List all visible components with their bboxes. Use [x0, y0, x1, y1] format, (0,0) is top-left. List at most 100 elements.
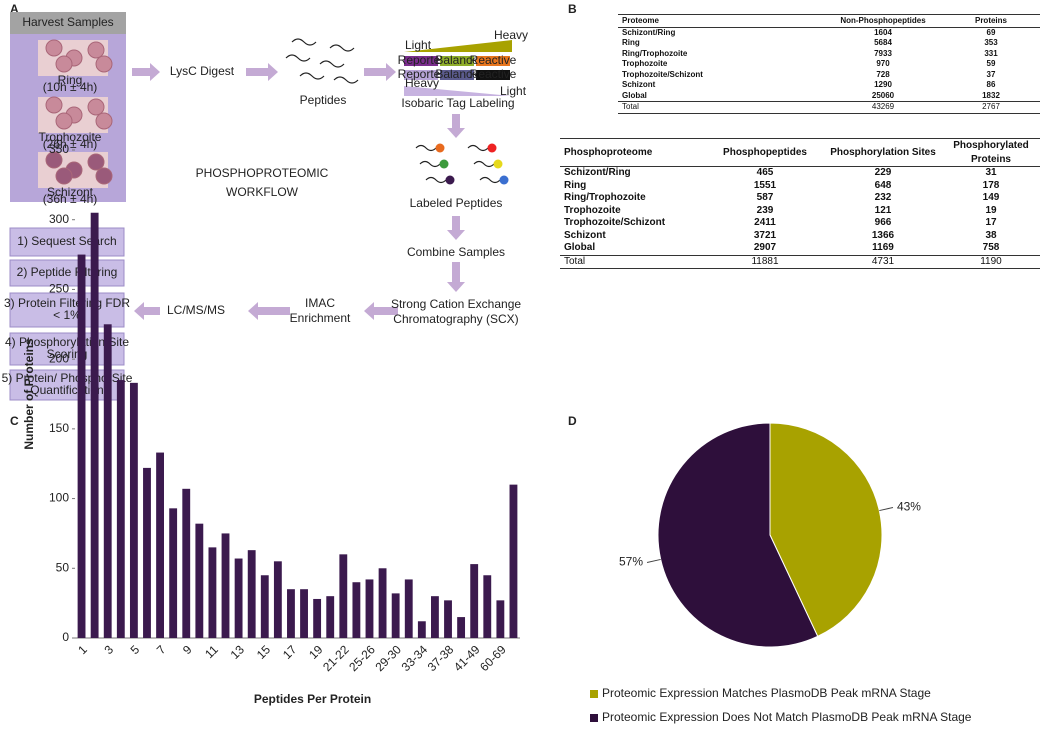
bar: [195, 523, 204, 638]
bar: [509, 484, 518, 638]
cell: [95, 112, 113, 130]
tag-segment: [476, 70, 510, 80]
y-tick-label: 350: [49, 142, 69, 156]
bar: [77, 254, 86, 639]
pie-slice: [657, 422, 819, 648]
table-cell: 5684: [874, 38, 892, 47]
step-box: [9, 259, 125, 287]
label: Trophozoite: [39, 130, 102, 144]
arrow: [364, 302, 398, 320]
x-tick-label: 41-49: [451, 642, 483, 674]
label: (10h ± 4h): [43, 80, 98, 94]
peptide: [285, 54, 311, 62]
y-tick-label: 150: [49, 421, 69, 435]
data-table: Phosphoproteome Phosphopeptides Phosphoryl…: [560, 138, 1040, 269]
table-cell: 970: [876, 59, 890, 68]
table-cell: 2411: [754, 217, 776, 228]
table-cell: 3721: [753, 229, 777, 241]
column-header: Non-Phosphopeptides: [824, 14, 942, 28]
arrow: [134, 302, 160, 320]
x-tick-label: 11: [202, 642, 221, 661]
cell: [55, 167, 73, 185]
bar: [156, 452, 164, 638]
tag-text: Balance: [435, 53, 479, 67]
arrow: [246, 63, 278, 81]
bar: [143, 467, 151, 638]
label: Enrichment: [290, 311, 351, 325]
bar: [470, 564, 479, 638]
table-cell: Trophozoite: [564, 204, 621, 216]
bar: [169, 508, 178, 638]
legend-label: Proteomic Expression Does Not Match Plas…: [602, 710, 972, 724]
bar: [208, 547, 217, 638]
light-heavy-wedge: [404, 40, 512, 52]
bar: [221, 533, 230, 638]
table-cell: 38: [985, 229, 997, 241]
x-axis-title: Peptides Per Protein: [254, 692, 371, 706]
bar: [496, 600, 505, 638]
table-cell: 17: [985, 217, 997, 228]
table-cell: 121: [874, 204, 892, 216]
table-cell: 1832: [982, 90, 1000, 100]
bar: [103, 324, 112, 638]
legend-label: Proteomic Expression Matches PlasmoDB Pe…: [602, 686, 931, 700]
table-cell: 232: [874, 192, 892, 203]
tag-text: Heavy: [494, 28, 528, 42]
tag-segment: [404, 56, 438, 66]
x-tick-label: 19: [306, 642, 326, 662]
bar: [365, 579, 374, 638]
x-tick-label: 13: [228, 642, 248, 662]
tag-dot: [487, 143, 497, 153]
table-cell: 25060: [871, 90, 895, 100]
bar: [182, 488, 191, 638]
label: Isobaric Tag Labeling: [401, 96, 514, 110]
table-cell: 43269: [824, 101, 942, 114]
peptide: [479, 176, 501, 184]
tag-text: Reactive: [470, 67, 517, 81]
bar: [287, 589, 295, 638]
column-header: Proteins: [942, 14, 1040, 28]
label: Ring: [58, 73, 83, 87]
x-tick-label: 15: [254, 642, 274, 662]
arrow: [364, 63, 396, 81]
column-header: Phosphorylated Proteins: [942, 138, 1040, 167]
bar: [260, 575, 269, 638]
table-cell: 1366: [871, 229, 895, 241]
y-tick-label: 200: [49, 351, 69, 365]
arrow: [248, 302, 290, 320]
table-cell: 69: [986, 27, 996, 37]
tag-text: Light: [405, 38, 432, 52]
label: 3) Protein Filtering FDR: [4, 296, 130, 310]
table-cell: Ring/Trophozoite: [622, 48, 688, 58]
label: (36h ± 4h): [43, 192, 98, 206]
harvest-header: [10, 12, 126, 34]
bar: [300, 589, 308, 638]
tag-segment: [440, 70, 474, 80]
peptide: [467, 144, 489, 152]
label: 1) Sequest Search: [17, 234, 116, 248]
arrow: [447, 262, 465, 292]
label: (26h ± 4h): [43, 137, 98, 151]
table-cell: 1290: [874, 80, 892, 89]
table-cell: 86: [986, 80, 996, 89]
table-cell: Trophozoite: [622, 59, 668, 68]
tag-text: Reporter: [398, 67, 445, 81]
bar: [234, 558, 243, 638]
label: IMAC: [305, 296, 335, 310]
x-tick-label: 5: [128, 642, 143, 657]
bar: [326, 596, 335, 638]
panel-label: D: [568, 414, 577, 428]
pie-slice: [769, 422, 883, 638]
cell: [45, 39, 63, 57]
table-cell: 2907: [753, 242, 777, 253]
peptide: [425, 176, 447, 184]
table-cell: 31: [985, 167, 997, 178]
tag-dot: [493, 159, 503, 169]
label: LysC Digest: [170, 64, 235, 78]
table-cell: Trophozoite/Schizont: [622, 69, 703, 79]
bar: [444, 600, 452, 638]
table-cell: Global: [622, 90, 647, 100]
bar: [116, 380, 125, 638]
table-cell: 1169: [872, 242, 894, 253]
bar: [378, 568, 387, 638]
